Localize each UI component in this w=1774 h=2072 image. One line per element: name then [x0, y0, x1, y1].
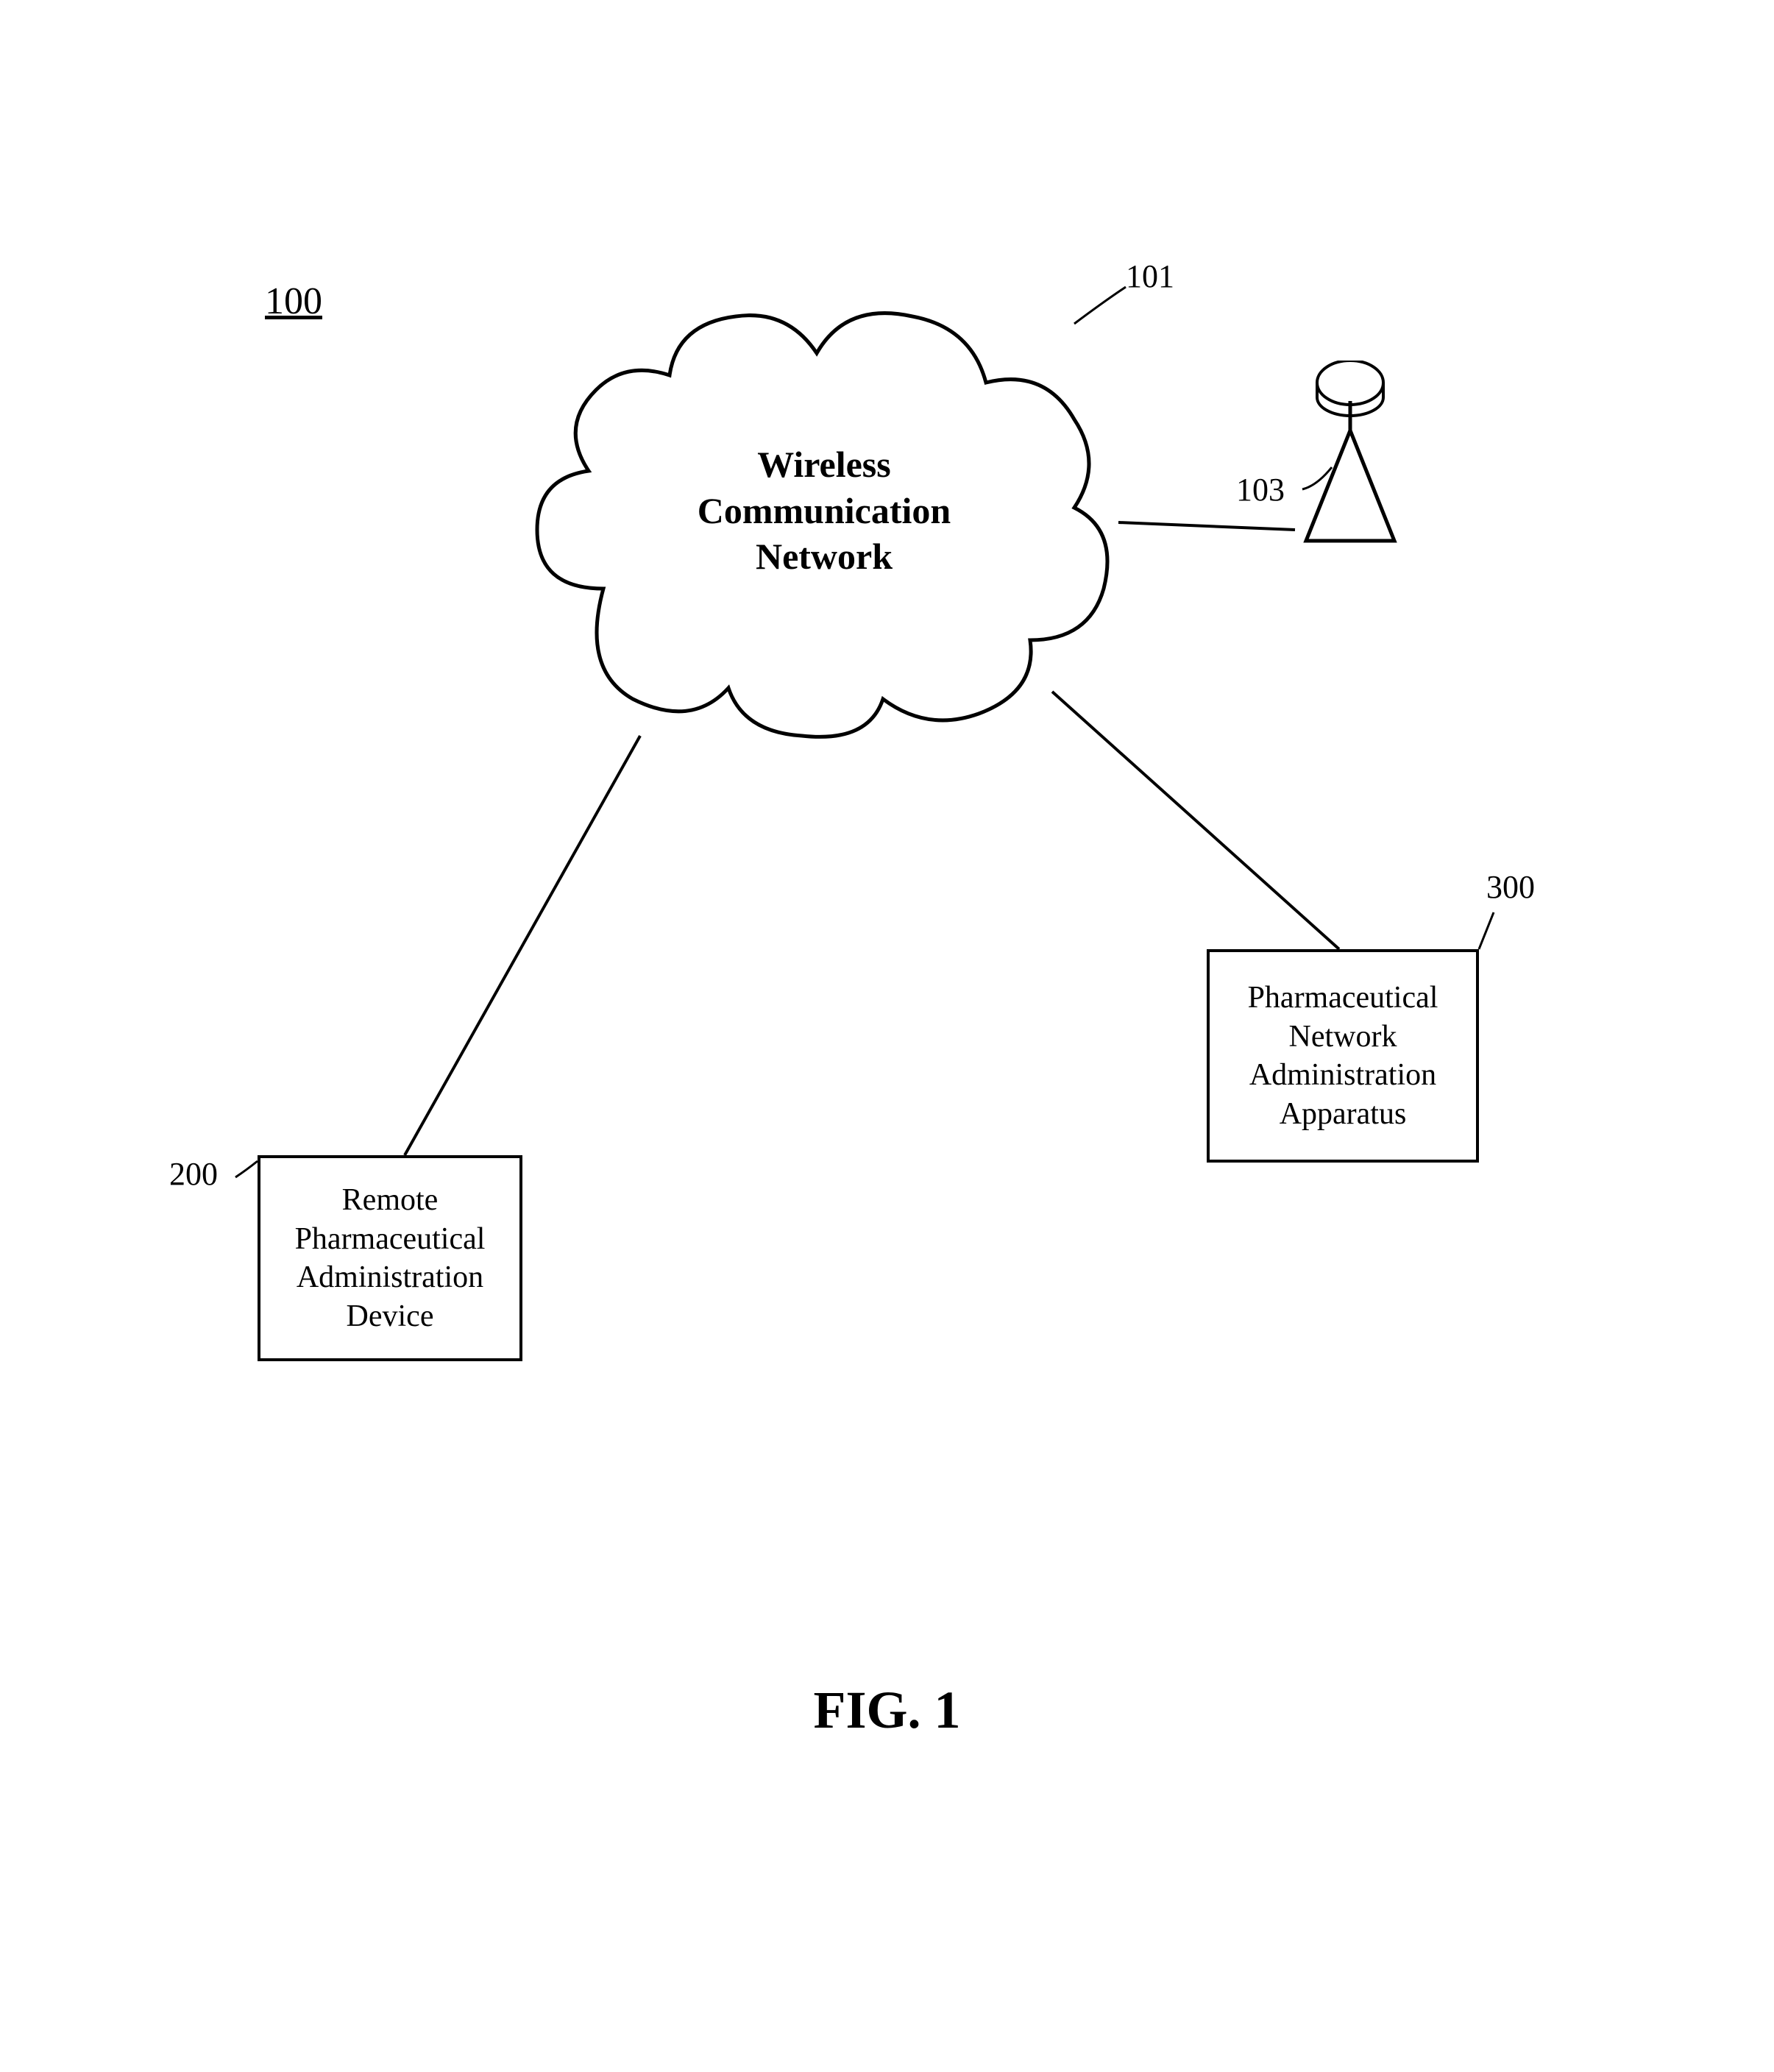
diagram-container: 100 101 103 200 300 Wireless Communicati… [0, 0, 1774, 2072]
box300-line3: Administration [1249, 1058, 1436, 1092]
box200-line2: Pharmaceutical [295, 1222, 486, 1256]
box-network-apparatus: Pharmaceutical Network Administration Ap… [1207, 949, 1479, 1163]
box-remote-device: Remote Pharmaceutical Administration Dev… [258, 1155, 522, 1361]
box200-line3: Administration [297, 1260, 483, 1294]
box300-line2: Network [1289, 1020, 1397, 1054]
cloud-text: Wireless Communication Network [633, 441, 1015, 580]
ref-100: 100 [265, 280, 322, 323]
cloud-line1: Wireless [757, 444, 890, 485]
box300-line4: Apparatus [1280, 1097, 1407, 1131]
box200-line1: Remote [342, 1183, 439, 1217]
cloud-line3: Network [756, 536, 893, 577]
box200-line4: Device [347, 1299, 434, 1333]
ref-103: 103 [1236, 471, 1285, 508]
cloud-line2: Communication [698, 490, 951, 531]
ref-300: 300 [1486, 868, 1535, 906]
antenna-icon [1288, 361, 1413, 544]
ref-200: 200 [169, 1155, 218, 1193]
ref-101: 101 [1126, 258, 1174, 295]
box300-line1: Pharmaceutical [1248, 981, 1438, 1015]
figure-label: FIG. 1 [813, 1680, 960, 1741]
